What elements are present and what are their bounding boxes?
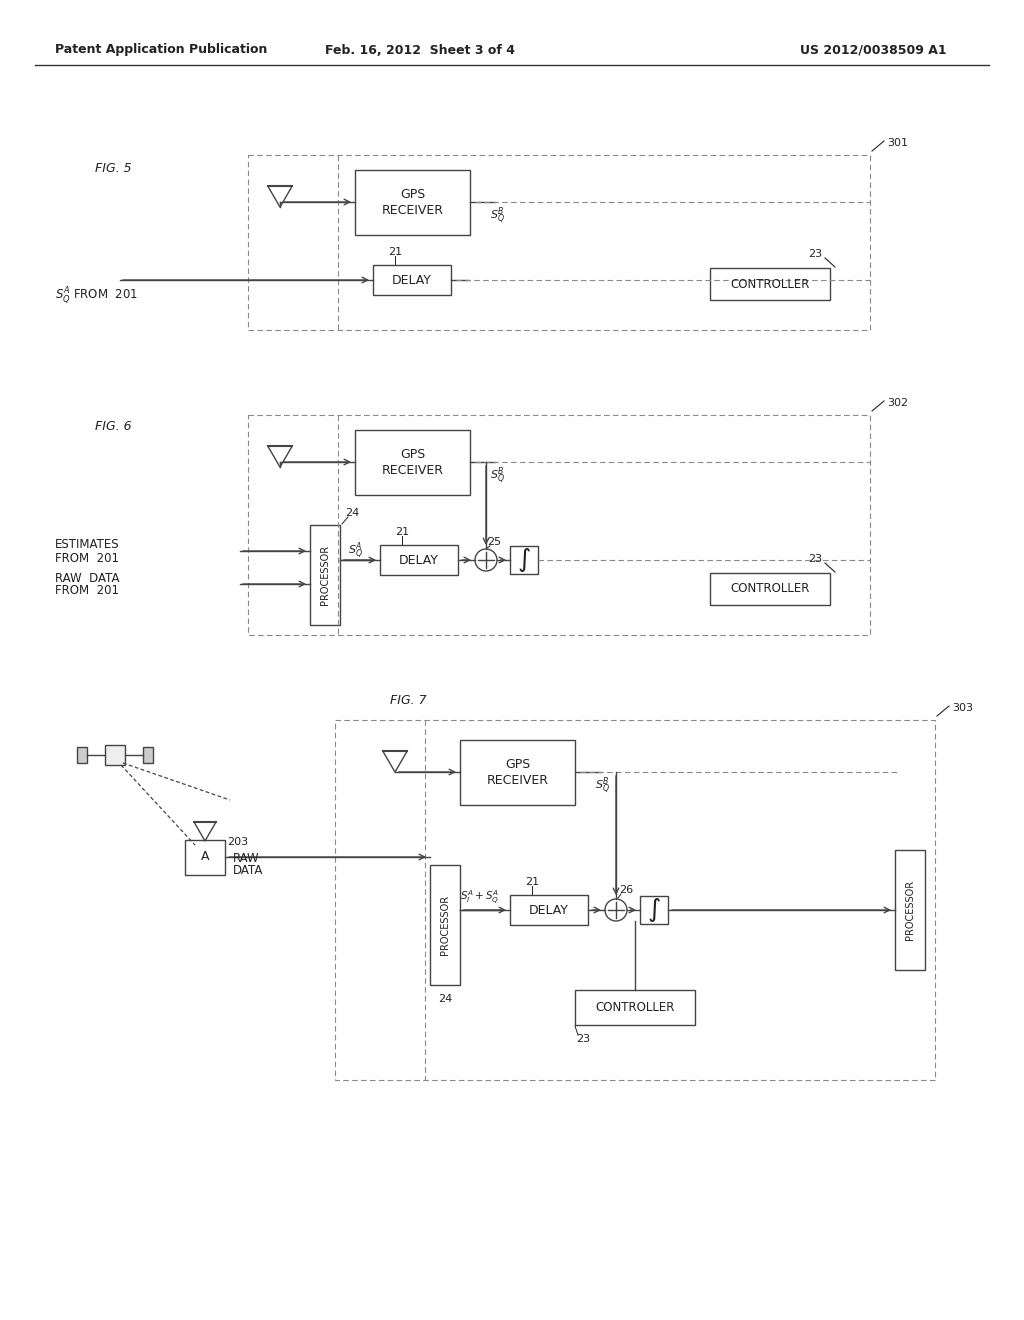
Text: $S_I^A+S_Q^A$: $S_I^A+S_Q^A$ bbox=[461, 888, 500, 907]
Text: $S_Q^A$: $S_Q^A$ bbox=[347, 541, 362, 561]
Bar bbox=[460, 741, 575, 805]
Bar bbox=[185, 840, 225, 875]
Text: CONTROLLER: CONTROLLER bbox=[595, 1001, 675, 1014]
Text: DELAY: DELAY bbox=[529, 903, 569, 916]
Text: 302: 302 bbox=[887, 399, 908, 408]
Bar bbox=[510, 546, 538, 574]
Text: FROM  201: FROM 201 bbox=[55, 552, 119, 565]
Text: RECEIVER: RECEIVER bbox=[382, 205, 443, 216]
Bar bbox=[380, 545, 458, 576]
Bar bbox=[575, 990, 695, 1026]
Text: DATA: DATA bbox=[233, 863, 263, 876]
Bar bbox=[105, 744, 125, 766]
Text: ESTIMATES: ESTIMATES bbox=[55, 539, 120, 552]
Text: $\int$: $\int$ bbox=[517, 546, 530, 574]
Text: $S_Q^B$: $S_Q^B$ bbox=[490, 206, 505, 227]
Bar bbox=[710, 268, 830, 300]
Bar bbox=[510, 895, 588, 925]
Text: US 2012/0038509 A1: US 2012/0038509 A1 bbox=[800, 44, 946, 57]
Bar bbox=[143, 747, 153, 763]
Text: GPS: GPS bbox=[505, 758, 530, 771]
Bar bbox=[248, 414, 870, 635]
Bar bbox=[77, 747, 87, 763]
Text: RAW  DATA: RAW DATA bbox=[55, 572, 120, 585]
Text: CONTROLLER: CONTROLLER bbox=[730, 582, 810, 595]
Text: FIG. 5: FIG. 5 bbox=[95, 161, 132, 174]
Text: 23: 23 bbox=[808, 249, 822, 259]
Text: GPS: GPS bbox=[400, 187, 425, 201]
Text: CONTROLLER: CONTROLLER bbox=[730, 277, 810, 290]
Text: 23: 23 bbox=[575, 1034, 590, 1044]
Text: 303: 303 bbox=[952, 704, 973, 713]
Text: 21: 21 bbox=[388, 247, 402, 257]
Text: Feb. 16, 2012  Sheet 3 of 4: Feb. 16, 2012 Sheet 3 of 4 bbox=[325, 44, 515, 57]
Text: 24: 24 bbox=[438, 994, 453, 1005]
Bar bbox=[710, 573, 830, 605]
Text: RECEIVER: RECEIVER bbox=[382, 465, 443, 477]
Text: Patent Application Publication: Patent Application Publication bbox=[55, 44, 267, 57]
Bar bbox=[248, 154, 870, 330]
Bar bbox=[430, 865, 460, 985]
Text: 203: 203 bbox=[227, 837, 248, 847]
Bar bbox=[335, 719, 935, 1080]
Bar bbox=[373, 265, 451, 294]
Text: FIG. 6: FIG. 6 bbox=[95, 420, 132, 433]
Text: $\int$: $\int$ bbox=[647, 896, 660, 924]
Text: FIG. 7: FIG. 7 bbox=[390, 693, 427, 706]
Text: $S_Q^B$: $S_Q^B$ bbox=[490, 466, 505, 487]
Text: 24: 24 bbox=[345, 508, 359, 517]
Text: PROCESSOR: PROCESSOR bbox=[440, 895, 450, 956]
Bar bbox=[355, 430, 470, 495]
Text: DELAY: DELAY bbox=[399, 553, 439, 566]
Text: PROCESSOR: PROCESSOR bbox=[905, 880, 915, 940]
Text: GPS: GPS bbox=[400, 447, 425, 461]
Text: 21: 21 bbox=[395, 527, 409, 537]
Text: DELAY: DELAY bbox=[392, 273, 432, 286]
Text: 25: 25 bbox=[487, 537, 501, 546]
Bar bbox=[310, 525, 340, 624]
Text: 301: 301 bbox=[887, 139, 908, 148]
Text: $S_Q^A$ FROM  201: $S_Q^A$ FROM 201 bbox=[55, 285, 138, 306]
Text: FROM  201: FROM 201 bbox=[55, 585, 119, 598]
Text: $S_Q^B$: $S_Q^B$ bbox=[595, 776, 610, 796]
Text: RAW: RAW bbox=[233, 851, 260, 865]
Bar bbox=[895, 850, 925, 970]
Text: 21: 21 bbox=[525, 876, 539, 887]
Text: A: A bbox=[201, 850, 209, 863]
Text: PROCESSOR: PROCESSOR bbox=[319, 545, 330, 605]
Bar bbox=[355, 170, 470, 235]
Text: 26: 26 bbox=[618, 884, 633, 895]
Text: 23: 23 bbox=[808, 554, 822, 564]
Bar bbox=[640, 896, 668, 924]
Text: RECEIVER: RECEIVER bbox=[486, 774, 549, 787]
